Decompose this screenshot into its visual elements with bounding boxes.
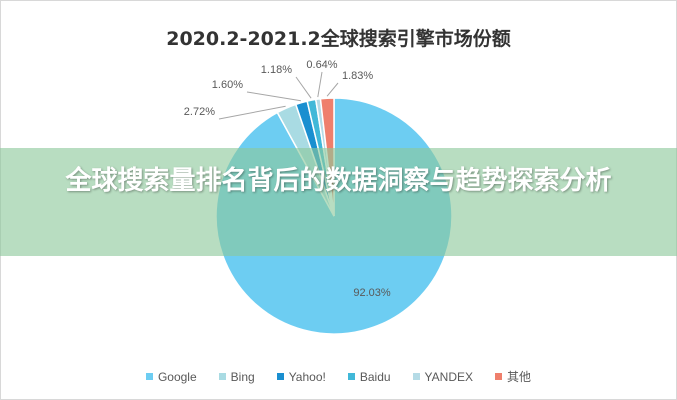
legend-item: 其他 [495, 368, 531, 385]
leader-line [218, 105, 286, 120]
chart-title: 2020.2-2021.2全球搜索引擎市场份额 [166, 28, 511, 50]
legend-swatch [347, 373, 355, 380]
slice-label: 92.03% [353, 287, 391, 299]
legend-item: Yahoo! [276, 368, 326, 385]
legend-swatch [276, 373, 284, 380]
banner-title: 全球搜索量排名背后的数据洞察与趋势探索分析 [65, 166, 612, 196]
leader-line [246, 91, 301, 102]
slice-label: 1.83% [342, 70, 373, 82]
slice-label: 0.64% [306, 59, 337, 71]
legend-label: 其他 [507, 370, 532, 384]
leader-line [295, 76, 312, 99]
legend-label: Bing [230, 369, 255, 384]
legend-item: Google [145, 368, 197, 385]
legend-item: YANDEX [412, 368, 474, 385]
legend-swatch [495, 373, 503, 380]
legend-label: YANDEX [424, 369, 474, 384]
legend-item: Baidu [347, 368, 391, 385]
legend-item: Bing [218, 368, 255, 385]
legend-label: Yahoo! [288, 369, 326, 384]
leader-line [317, 71, 323, 98]
slice-label: 1.18% [261, 64, 292, 76]
legend-label: Baidu [359, 369, 391, 384]
leader-line [326, 82, 339, 97]
legend-swatch [145, 373, 153, 380]
legend-label: Google [157, 369, 197, 384]
legend-swatch [218, 373, 226, 380]
overlay-banner [0, 148, 677, 256]
slice-label: 2.72% [184, 106, 215, 118]
legend-swatch [412, 373, 420, 380]
slice-label: 1.60% [212, 79, 243, 91]
chart-legend: Google Bing Yahoo! Baidu YANDEX 其他 [0, 368, 677, 385]
